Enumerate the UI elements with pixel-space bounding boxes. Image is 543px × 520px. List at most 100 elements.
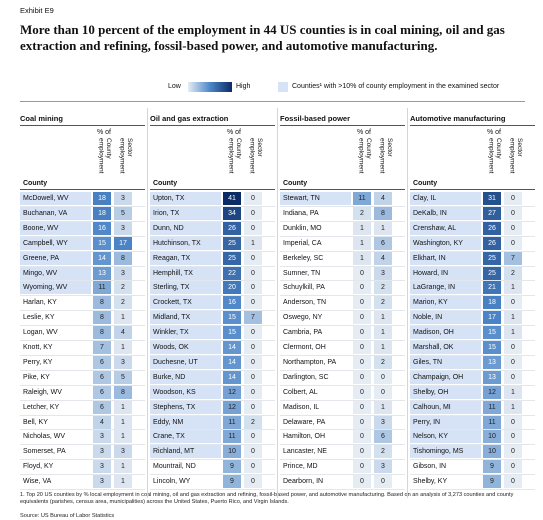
row-rule — [280, 220, 405, 222]
row-rule — [280, 325, 405, 327]
row-rule — [410, 429, 535, 431]
county-header: County — [413, 180, 438, 187]
value-cell: 0 — [244, 296, 262, 310]
panel-rule — [150, 125, 275, 126]
value-cell: 3 — [114, 355, 132, 369]
value-cell: 2 — [353, 206, 371, 220]
county-name: Nelson, KY — [410, 430, 481, 444]
row-rule — [280, 310, 405, 312]
county-name: Hutchinson, TX — [150, 236, 221, 250]
county-name: Lincoln, WY — [153, 478, 191, 486]
row-rule — [20, 384, 145, 386]
value-cell: 0 — [244, 266, 262, 280]
value-cell: 1 — [114, 430, 132, 444]
value-cell: 8 — [114, 385, 132, 399]
county-name: Richland, MT — [150, 445, 221, 459]
value-cell: 0 — [504, 236, 522, 250]
county-name: Marion, KY — [410, 296, 481, 310]
value-cell: 3 — [374, 415, 392, 429]
row-rule — [410, 265, 535, 267]
value-cell: 0 — [353, 355, 371, 369]
value-cell: 11 — [223, 430, 241, 444]
row-rule — [410, 459, 535, 461]
value-cell: 0 — [504, 415, 522, 429]
value-cell: 16 — [93, 221, 111, 235]
value-cell: 2 — [374, 296, 392, 310]
value-cell: 3 — [114, 192, 132, 205]
value-cell: 7 — [244, 311, 262, 325]
value-cell: 1 — [114, 400, 132, 414]
value-cell: 8 — [93, 326, 111, 340]
value-cell: 7 — [504, 251, 522, 265]
value-cell: 1 — [374, 311, 392, 325]
county-name: Upton, TX — [150, 192, 221, 205]
row-rule — [150, 295, 275, 297]
county-name: Marshall, OK — [410, 341, 481, 354]
row-rule — [20, 369, 145, 371]
panel-rule — [20, 125, 145, 126]
legend-highlight: Counties¹ with >10% of county employment… — [292, 83, 500, 90]
value-cell: 0 — [244, 445, 262, 459]
row-rule — [410, 220, 535, 222]
column-header: Sector employment — [248, 138, 264, 174]
row-rule — [20, 250, 145, 252]
value-cell: 15 — [223, 311, 241, 325]
value-cell: 2 — [504, 266, 522, 280]
value-cell: 0 — [504, 192, 522, 205]
county-name: Noble, IN — [410, 311, 481, 325]
value-cell: 10 — [483, 430, 501, 444]
row-rule — [410, 354, 535, 356]
county-name: Logan, WV — [23, 329, 58, 337]
value-cell: 0 — [244, 430, 262, 444]
panel-title: Oil and gas extraction — [150, 114, 229, 123]
row-rule — [280, 340, 405, 341]
value-cell: 1 — [114, 460, 132, 474]
value-cell: 0 — [244, 221, 262, 235]
value-cell: 11 — [93, 281, 111, 295]
value-cell: 12 — [483, 385, 501, 399]
row-rule — [20, 220, 145, 222]
value-cell: 1 — [504, 281, 522, 295]
panel-rule — [280, 125, 405, 126]
value-cell: 0 — [244, 355, 262, 369]
row-rule — [20, 399, 145, 401]
exhibit-label: Exhibit E9 — [20, 6, 54, 15]
value-cell: 31 — [483, 192, 501, 205]
value-cell: 0 — [353, 400, 371, 414]
value-cell: 0 — [504, 475, 522, 489]
legend-gradient — [188, 82, 232, 92]
county-name: Prince, MD — [283, 463, 318, 471]
county-name: Nicholas, WV — [23, 433, 66, 441]
value-cell: 10 — [223, 445, 241, 459]
row-rule — [410, 325, 535, 327]
row-rule — [280, 474, 405, 476]
county-name: Sumner, TN — [283, 269, 321, 277]
county-name: Shelby, KY — [413, 478, 448, 486]
legend-highlight-swatch — [278, 82, 288, 92]
row-rule — [410, 384, 535, 386]
county-name: Hamilton, OH — [283, 433, 326, 441]
county-name: Buchanan, VA — [20, 206, 91, 220]
value-cell: 0 — [353, 281, 371, 295]
value-cell: 0 — [353, 415, 371, 429]
county-name: Delaware, PA — [283, 418, 326, 426]
county-name: Crane, TX — [150, 430, 221, 444]
row-rule — [20, 429, 145, 431]
county-name: Midland, TX — [150, 311, 221, 325]
county-name: Reagan, TX — [150, 251, 221, 265]
panel-title: Fossil-based power — [280, 114, 351, 123]
county-name: Harlan, KY — [23, 299, 57, 307]
value-cell: 9 — [223, 475, 241, 489]
value-cell: 26 — [483, 236, 501, 250]
county-name: Tishomingo, MS — [410, 445, 481, 459]
value-cell: 34 — [223, 206, 241, 220]
value-cell: 8 — [374, 206, 392, 220]
county-name: Gibson, IN — [413, 463, 447, 471]
row-rule — [150, 340, 275, 341]
county-name: Wise, VA — [23, 478, 52, 486]
value-cell: 3 — [93, 475, 111, 489]
county-name: LaGrange, IN — [410, 281, 481, 295]
row-rule — [410, 399, 535, 401]
county-name: Madison, IL — [283, 403, 320, 411]
value-cell: 1 — [244, 236, 262, 250]
